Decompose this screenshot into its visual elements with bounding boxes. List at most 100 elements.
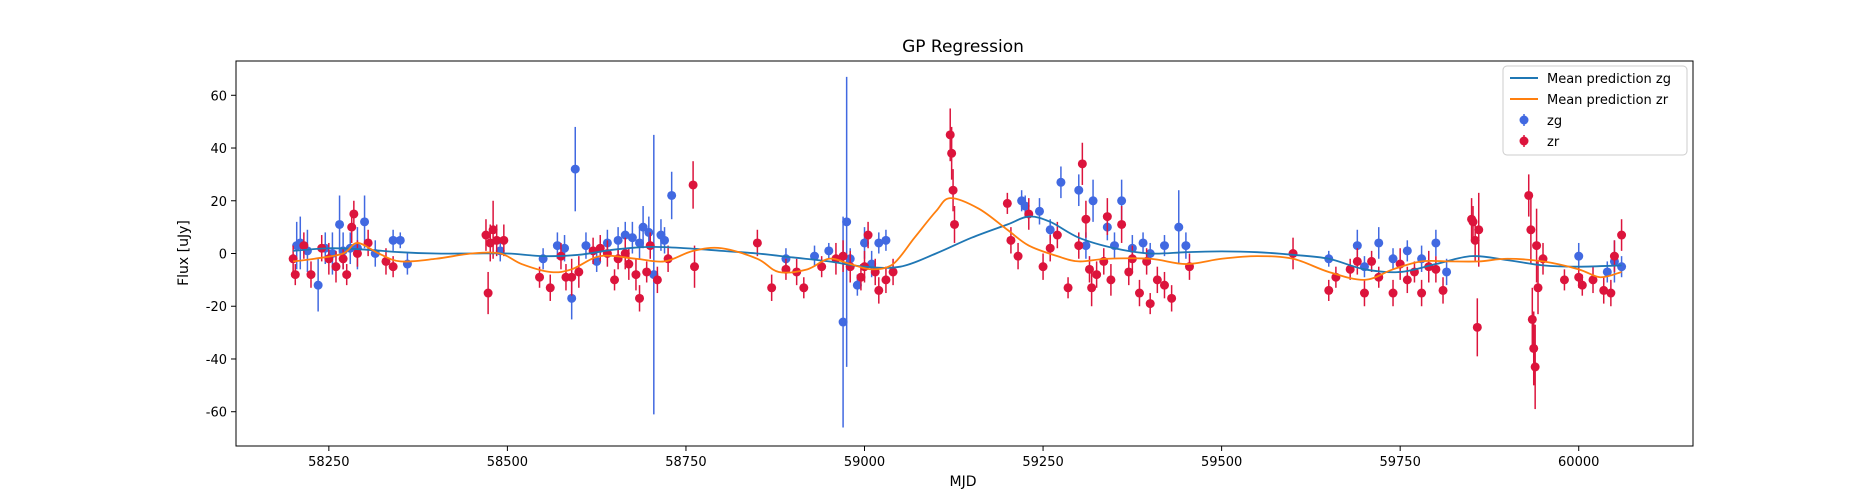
y-tick-label: 40 [210,142,227,157]
data-point-zr [645,241,655,251]
data-point-zg [620,230,630,240]
data-point-zg [1045,225,1055,235]
data-point-zr [1092,270,1102,280]
data-point-zr [1084,264,1094,274]
data-point-zr [874,285,884,295]
y-tick-label: 20 [210,195,227,210]
data-point-zr [752,238,762,248]
data-point-zg [860,238,870,248]
x-tick-label: 59750 [1379,455,1420,470]
data-point-zr [1532,241,1542,251]
data-point-zr [545,283,555,293]
data-point-zg [552,241,562,251]
y-axis-label: Flux [uJy] [176,220,192,286]
x-axis-label: MJD [950,474,977,490]
data-point-zg [560,243,570,253]
data-point-zr [948,185,958,195]
legend-frame [1502,65,1688,156]
data-point-zr [1077,159,1087,169]
data-point-zg [592,256,602,266]
data-point-zg [874,238,884,248]
data-point-zr [1533,283,1543,293]
data-point-zg [1159,241,1169,251]
series-zg [292,76,1627,428]
data-point-zr [1052,230,1062,240]
data-point-zr [1530,362,1540,372]
data-point-zr [388,262,398,272]
data-point-zg [570,164,580,174]
data-point-zg [313,280,323,290]
data-point-zr [1524,190,1534,200]
legend-label-zg-points: zg [1547,114,1562,129]
data-point-zr [652,275,662,285]
data-point-zr [620,249,630,258]
data-point-zr [1470,235,1480,245]
data-point-zr [1159,280,1169,290]
data-point-zg [1181,241,1191,251]
data-point-zr [1588,275,1598,285]
data-point-zr [331,262,341,272]
x-tick-label: 59250 [1022,455,1063,470]
data-point-zr [492,235,502,245]
data-point-zr [817,262,827,272]
data-point-zr [1599,285,1609,295]
data-point-zg [1374,238,1384,248]
x-tick-label: 58500 [487,455,528,470]
data-point-zr [342,270,352,280]
data-point-zg [644,227,654,237]
data-point-zr [1527,314,1537,324]
data-point-zg [1020,201,1030,211]
data-point-zr [1145,299,1155,309]
data-point-zr [1074,241,1084,251]
data-point-zr [1529,343,1539,353]
data-point-zr [1087,283,1097,293]
data-point-zr [863,230,873,240]
data-point-zr [1526,225,1536,235]
data-point-zg [1352,241,1362,251]
data-point-zr [574,267,584,277]
data-point-zr [349,209,359,219]
x-tick-label: 58750 [665,455,706,470]
data-point-zg [388,235,398,245]
x-tick-label: 59000 [844,455,885,470]
data-point-zr [1102,212,1112,222]
data-point-zg [638,222,648,232]
data-point-zr [481,230,491,240]
data-point-zr [1574,272,1584,282]
data-point-zr [838,251,848,261]
data-point-zr [567,272,577,282]
data-point-zr [1417,288,1427,298]
data-point-zr [1002,198,1012,208]
data-point-zr [881,275,891,285]
data-point-zr [1359,288,1369,298]
data-point-zg [1138,238,1148,248]
data-point-zr [1063,283,1073,293]
data-point-zg [1602,267,1612,277]
plot-area [235,60,1694,447]
data-point-zr [1438,285,1448,295]
data-point-zr [499,235,509,245]
data-point-zr [1124,267,1134,277]
data-point-zr [1402,275,1412,285]
data-point-zg [567,293,577,303]
data-point-zr [781,264,791,274]
data-point-zr [1559,275,1569,285]
data-point-zr [1117,219,1127,229]
data-point-zr [338,254,348,264]
data-point-zg [1117,196,1127,206]
legend-label-zr-line: Mean prediction zr [1547,93,1669,108]
data-point-zr [690,262,700,272]
data-point-zr [1045,243,1055,253]
data-point-zg [1388,254,1398,264]
data-point-zr [290,270,300,280]
data-point-zr [888,267,898,277]
data-point-zr [1288,249,1298,258]
legend-label-zr-points: zr [1547,135,1560,150]
x-tick-label: 58250 [308,455,349,470]
data-point-zr [642,267,652,277]
data-point-zr [1167,293,1177,303]
data-point-zg [1402,246,1412,256]
data-point-zr [767,283,777,293]
data-point-zg [1081,241,1091,251]
